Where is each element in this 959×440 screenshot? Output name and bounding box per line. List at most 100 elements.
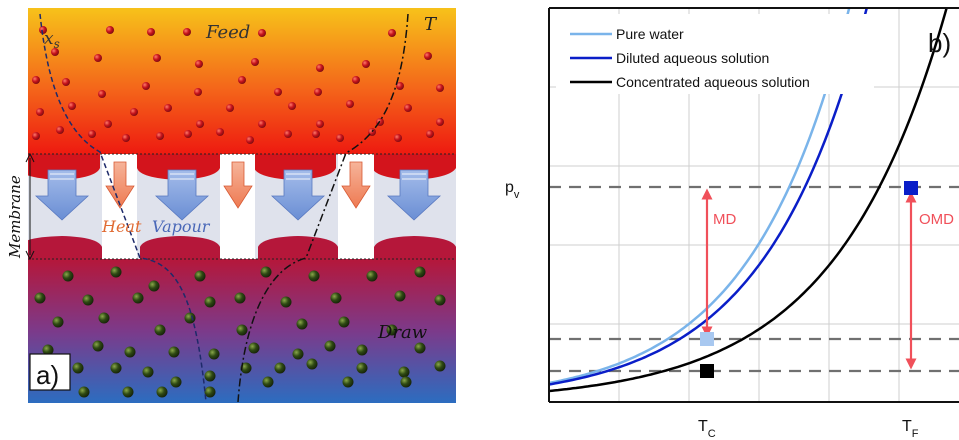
draw-solute-dot — [296, 318, 308, 330]
feed-solute-dot — [32, 76, 40, 84]
pore-top-3 — [254, 154, 336, 180]
draw-solute-dot — [400, 376, 412, 388]
vapour-pressure-curves — [549, 8, 948, 393]
feed-solute-dot — [51, 48, 59, 56]
draw-solute-dot — [110, 362, 122, 374]
y-axis-label: pv — [505, 179, 520, 201]
legend-label-pure-water: Pure water — [616, 26, 684, 42]
draw-label: Draw — [377, 322, 428, 343]
vapour-arrow-2 — [154, 169, 210, 221]
feed-solute-dot — [246, 136, 254, 144]
heat-label: Heat — [101, 217, 142, 236]
panel-a: Membrane Feed Draw Heat Vapour xs T a) — [6, 8, 456, 403]
feed-solute-dot — [388, 29, 396, 37]
draw-solute-dot — [124, 346, 136, 358]
concentration-profile-curve — [39, 13, 207, 403]
feed-solute-dot — [196, 120, 204, 128]
draw-solute-dot — [52, 316, 64, 328]
draw-solute-dot — [184, 312, 196, 324]
draw-solute-dot — [78, 386, 90, 398]
draw-solute-dot — [280, 296, 292, 308]
feed-solute-dot — [153, 54, 161, 62]
draw-solute-dot — [274, 362, 286, 374]
vapour-arrow-4 — [386, 169, 442, 221]
draw-solute-dot — [434, 294, 446, 306]
reference-lines — [549, 185, 959, 373]
draw-solute-dot — [324, 340, 336, 352]
feed-solute-dot — [226, 104, 234, 112]
draw-solute-dot — [132, 292, 144, 304]
pore-bot-4 — [374, 236, 456, 259]
feed-solute-dot — [288, 102, 296, 110]
heat-arrows — [105, 161, 371, 209]
feed-solute-dot — [284, 130, 292, 138]
panel-a-label: a) — [36, 360, 59, 390]
feed-solute-dot — [258, 120, 266, 128]
feed-solute-dot — [251, 58, 259, 66]
feed-solute-dot — [56, 126, 64, 134]
feed-solute-dot — [346, 100, 354, 108]
omd-label: OMD — [919, 211, 954, 228]
temperature-profile-curve — [237, 13, 409, 403]
marker-diluted-tf — [904, 181, 918, 195]
draw-solute-dot — [110, 266, 122, 278]
feed-solute-dot — [98, 90, 106, 98]
feed-solute-dot — [147, 28, 155, 36]
pore-bot-1 — [28, 236, 102, 259]
feed-solute-dot — [184, 130, 192, 138]
draw-solute-dot — [292, 348, 304, 360]
pore-bot-2 — [140, 236, 220, 259]
feed-solute-dot — [274, 88, 282, 96]
draw-solute-dots — [34, 266, 446, 398]
marker-pure-water-tc — [700, 332, 714, 346]
feed-solute-dot — [436, 84, 444, 92]
draw-solute-dot — [142, 366, 154, 378]
feed-solute-dot — [88, 130, 96, 138]
draw-solute-dot — [204, 386, 216, 398]
x-tick-label-tc: TC — [698, 418, 716, 440]
draw-solute-dot — [72, 362, 84, 374]
feed-solute-dot — [156, 132, 164, 140]
pore-top-1 — [28, 154, 100, 180]
feed-solute-dot — [36, 108, 44, 116]
feed-solute-dot — [68, 102, 76, 110]
feed-solute-dot — [164, 104, 172, 112]
feed-solute-dot — [404, 104, 412, 112]
feed-solute-dot — [258, 29, 266, 37]
draw-solute-dot — [306, 358, 318, 370]
draw-solute-dot — [170, 376, 182, 388]
legend-box — [556, 14, 874, 94]
draw-solute-dot — [92, 340, 104, 352]
draw-solute-dot — [248, 342, 260, 354]
draw-solute-dot — [414, 342, 426, 354]
draw-solute-dot — [414, 266, 426, 278]
draw-solute-dot — [148, 280, 160, 292]
draw-solute-dot — [122, 386, 134, 398]
feed-solute-dot — [104, 120, 112, 128]
draw-solute-dot — [236, 324, 248, 336]
draw-solute-dot — [308, 270, 320, 282]
feed-solute-dot — [436, 118, 444, 126]
feed-solute-dot — [183, 28, 191, 36]
marker-concentrated-tc — [700, 364, 714, 378]
vapour-arrow-stripes — [50, 173, 426, 180]
draw-solute-dot — [204, 370, 216, 382]
feed-solute-dot — [216, 128, 224, 136]
draw-solute-dot — [82, 294, 94, 306]
feed-solute-dot — [122, 134, 130, 142]
draw-solute-dot — [330, 292, 342, 304]
feed-solute-dot — [316, 120, 324, 128]
draw-solute-dot — [234, 292, 246, 304]
draw-solute-dot — [398, 366, 410, 378]
draw-solute-dot — [366, 270, 378, 282]
t-label: T — [424, 14, 438, 35]
feed-solute-dot — [352, 76, 360, 84]
draw-solute-dot — [338, 316, 350, 328]
pore-top-2 — [137, 154, 220, 180]
feed-solute-dot — [316, 64, 324, 72]
pore-top-4 — [372, 154, 456, 180]
feed-solute-dot — [396, 82, 404, 90]
feed-solute-dot — [314, 88, 322, 96]
panel-b-label: b) — [928, 28, 951, 58]
feed-solute-dot — [130, 108, 138, 116]
